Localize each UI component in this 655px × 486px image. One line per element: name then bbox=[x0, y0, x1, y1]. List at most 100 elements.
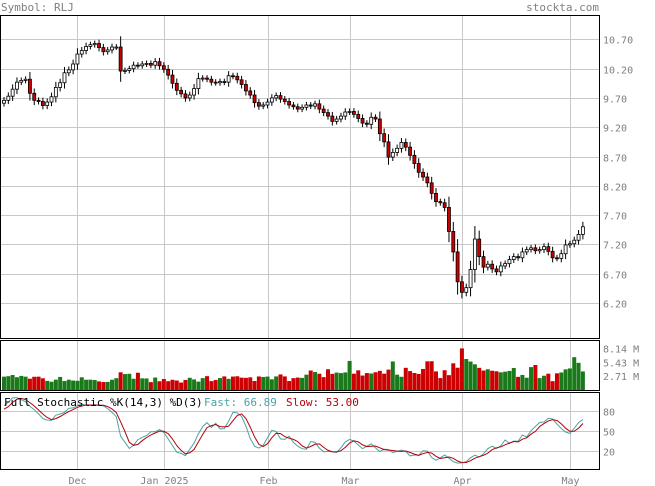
volume-bar bbox=[498, 372, 503, 390]
candle-body bbox=[231, 75, 235, 78]
candle-body bbox=[148, 63, 153, 66]
candle-body bbox=[369, 116, 374, 125]
candle-body bbox=[542, 246, 546, 250]
candle-body bbox=[347, 111, 352, 113]
volume-bar bbox=[209, 381, 214, 390]
volume-bar bbox=[118, 372, 123, 390]
volume-bar bbox=[261, 376, 266, 390]
candle-body bbox=[498, 265, 503, 273]
volume-bar bbox=[304, 374, 309, 390]
candle-body bbox=[15, 81, 19, 90]
candle-body bbox=[269, 97, 274, 103]
candle-body bbox=[576, 233, 581, 241]
volume-bar bbox=[75, 380, 80, 390]
symbol-label: Symbol: RLJ bbox=[1, 1, 74, 14]
candle-body bbox=[36, 99, 41, 102]
price-tick-label: 7.70 bbox=[603, 212, 627, 223]
volume-bar bbox=[235, 376, 240, 390]
price-tick-label: 9.70 bbox=[603, 95, 627, 106]
candle-body bbox=[2, 99, 6, 104]
volume-bar bbox=[503, 371, 508, 390]
volume-bar bbox=[269, 379, 274, 390]
volume-bar bbox=[88, 379, 93, 390]
volume-bar bbox=[62, 381, 67, 390]
candle-body bbox=[416, 163, 421, 173]
candle-body bbox=[455, 251, 460, 283]
candle-body bbox=[218, 81, 222, 84]
volume-bar bbox=[218, 378, 222, 390]
volume-bar bbox=[239, 377, 244, 390]
candle-body bbox=[295, 106, 300, 110]
volume-bar bbox=[559, 372, 564, 390]
candle-body bbox=[580, 226, 585, 235]
volume-bar bbox=[36, 376, 41, 390]
volume-bar bbox=[429, 361, 434, 390]
volume-bar bbox=[144, 378, 149, 390]
volume-bar bbox=[71, 380, 76, 390]
candle-body bbox=[256, 102, 261, 107]
candle-body bbox=[235, 75, 240, 81]
volume-bar bbox=[580, 371, 585, 390]
candle-body bbox=[442, 202, 447, 208]
candle-body bbox=[140, 63, 145, 67]
candle-body bbox=[447, 207, 451, 232]
volume-bar bbox=[421, 368, 426, 390]
grid-lines bbox=[1, 16, 599, 469]
volume-bar bbox=[546, 373, 551, 390]
candle-body bbox=[45, 101, 50, 106]
volume-bar bbox=[308, 370, 313, 390]
volume-bar bbox=[485, 369, 490, 390]
price-tick-label: 8.70 bbox=[603, 154, 627, 165]
candle-body bbox=[10, 88, 15, 97]
candle-body bbox=[244, 84, 248, 92]
candle-body bbox=[239, 79, 244, 85]
volume-bar bbox=[40, 378, 45, 390]
candle-body bbox=[174, 82, 179, 91]
candle-body bbox=[425, 176, 430, 184]
volume-bar bbox=[511, 367, 516, 390]
volume-bar bbox=[563, 369, 568, 390]
stochastic-fast-label: Fast: 66.89 bbox=[204, 396, 277, 409]
volume-bar bbox=[84, 379, 89, 390]
volume-bar bbox=[49, 381, 54, 390]
candle-body bbox=[84, 46, 88, 51]
volume-bar bbox=[243, 377, 248, 390]
candle-body bbox=[529, 247, 533, 250]
volume-bar bbox=[425, 361, 430, 390]
candle-body bbox=[300, 106, 304, 110]
volume-bar bbox=[455, 367, 460, 390]
candle-body bbox=[200, 77, 205, 80]
brand-label[interactable]: stockta.com bbox=[526, 1, 599, 14]
candle-body bbox=[408, 146, 412, 156]
candle-body bbox=[278, 95, 283, 100]
candle-body bbox=[88, 44, 93, 47]
candle-body bbox=[477, 238, 482, 258]
candle-body bbox=[144, 63, 149, 65]
candle-body bbox=[213, 81, 218, 84]
candle-body bbox=[179, 89, 184, 95]
volume-bar bbox=[187, 377, 192, 390]
volume-bar bbox=[321, 377, 326, 390]
candle-body bbox=[524, 249, 529, 253]
candle-body bbox=[40, 101, 45, 106]
volume-bar bbox=[490, 370, 495, 390]
x-tick-label: Mar bbox=[341, 476, 359, 486]
candle-body bbox=[421, 171, 425, 178]
volume-bar bbox=[576, 362, 581, 390]
candle-body bbox=[559, 253, 564, 259]
volume-bar bbox=[200, 378, 205, 390]
volume-bar bbox=[442, 370, 447, 390]
candle-body bbox=[472, 238, 477, 270]
volume-bar bbox=[313, 372, 318, 390]
volume-bar bbox=[256, 376, 261, 390]
volume-bar bbox=[14, 377, 19, 390]
candle-body bbox=[205, 77, 209, 80]
price-tick-label: 6.20 bbox=[603, 300, 627, 311]
candle-body bbox=[334, 118, 339, 122]
candle-body bbox=[222, 81, 227, 83]
volume-bar bbox=[295, 377, 300, 390]
volume-bar bbox=[32, 376, 37, 390]
volume-bar bbox=[403, 367, 408, 390]
candle-body bbox=[546, 246, 551, 252]
candle-body bbox=[183, 93, 188, 99]
